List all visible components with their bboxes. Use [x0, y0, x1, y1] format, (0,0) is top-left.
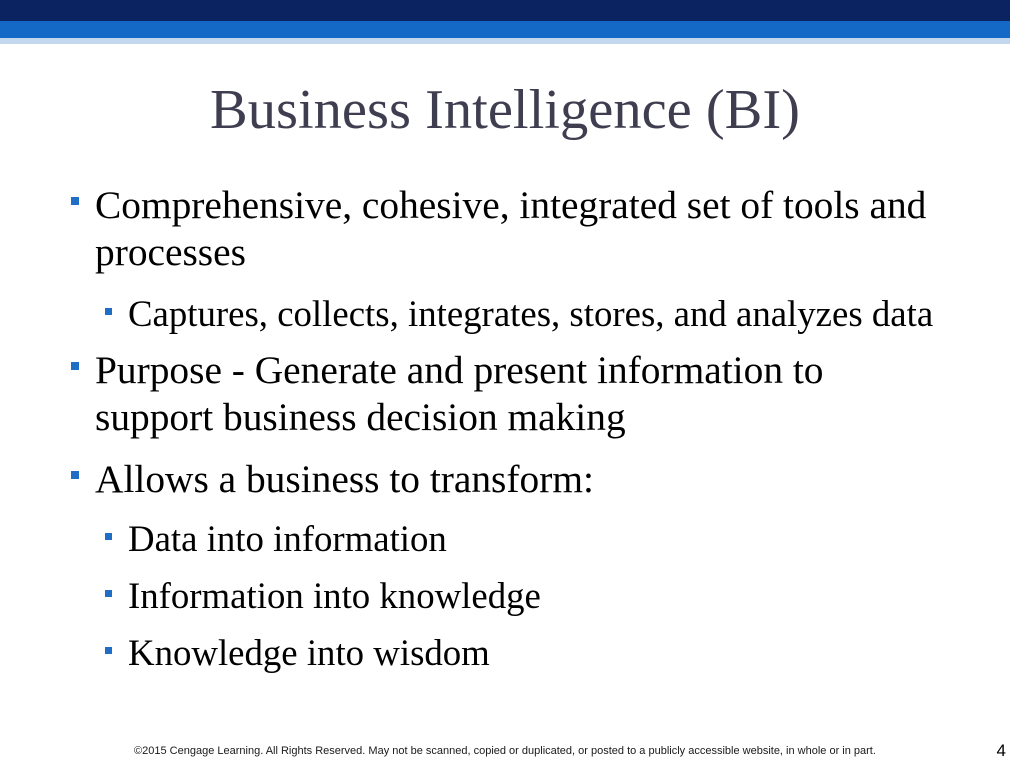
square-bullet-icon: [105, 647, 112, 654]
page-number: 4: [996, 741, 1006, 760]
slide-title: Business Intelligence (BI): [210, 79, 800, 141]
square-bullet-icon: [71, 197, 79, 205]
header-band-blue: [0, 21, 1010, 38]
header-band-dark: [0, 0, 1010, 21]
sub-bullet-item: Data into information: [105, 516, 968, 561]
square-bullet-icon: [105, 533, 112, 540]
sub-bullet-item: Knowledge into wisdom: [105, 630, 968, 675]
sub-bullet-text: Data into information: [128, 518, 447, 559]
bullet-item: Purpose - Generate and present informati…: [71, 347, 944, 441]
square-bullet-icon: [105, 308, 112, 315]
bullet-text: Purpose - Generate and present informati…: [95, 348, 824, 440]
copyright-notice: ©2015 Cengage Learning. All Rights Reser…: [134, 745, 876, 757]
square-bullet-icon: [71, 471, 79, 479]
bullet-text: Comprehensive, cohesive, integrated set …: [95, 183, 927, 275]
header-band-light: [0, 38, 1010, 44]
square-bullet-icon: [105, 590, 112, 597]
bullet-item: Allows a business to transform:: [71, 456, 944, 503]
sub-bullet-text: Information into knowledge: [128, 575, 541, 616]
sub-bullet-text: Knowledge into wisdom: [128, 632, 490, 673]
bullet-text: Allows a business to transform:: [95, 457, 594, 501]
sub-bullet-text: Captures, collects, integrates, stores, …: [128, 293, 934, 334]
bullet-item: Comprehensive, cohesive, integrated set …: [71, 182, 944, 276]
sub-bullet-item: Captures, collects, integrates, stores, …: [105, 291, 968, 336]
sub-bullet-item: Information into knowledge: [105, 573, 968, 618]
square-bullet-icon: [71, 362, 79, 370]
